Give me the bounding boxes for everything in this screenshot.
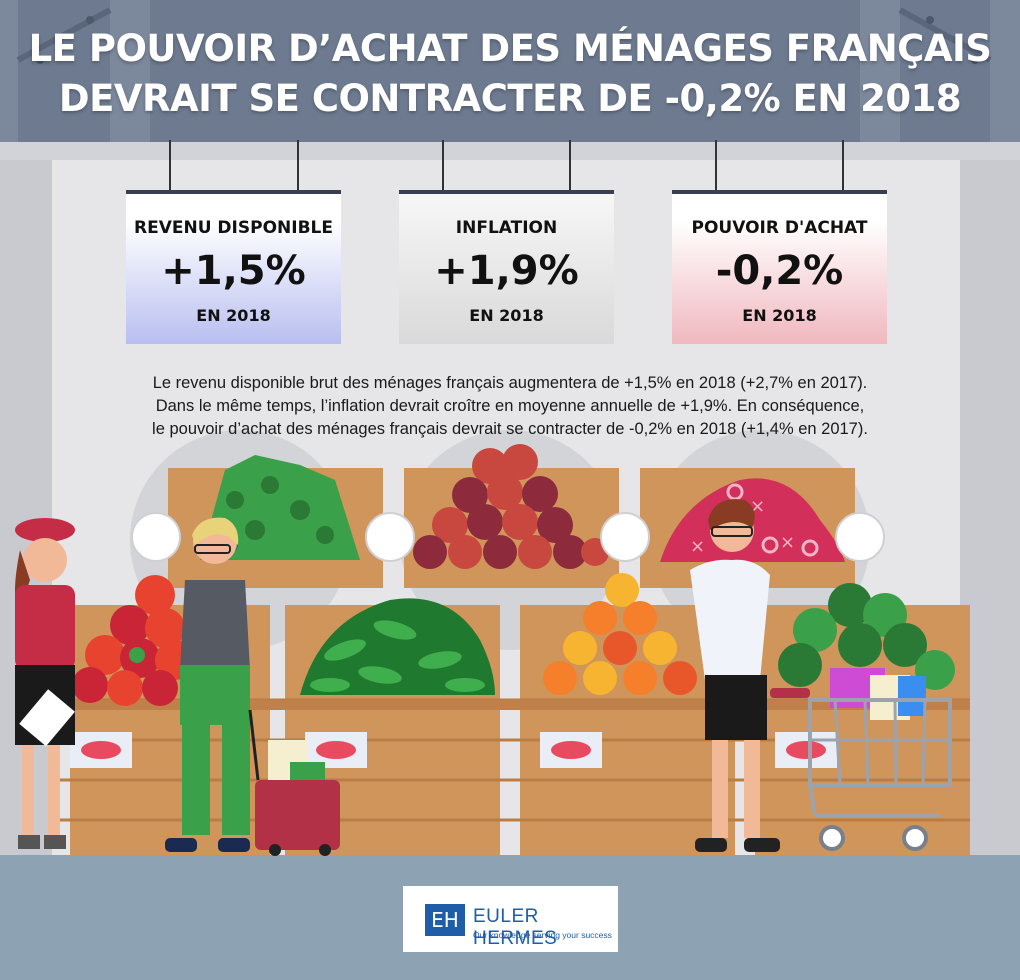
bolt <box>926 16 934 24</box>
title-line-2: DEVRAIT SE CONTRACTER DE -0,2% EN 2018 <box>58 77 962 120</box>
logo-brand-name: EULER HERMES <box>473 906 558 949</box>
page-title: LE POUVOIR D’ACHAT DES MÉNAGES FRANÇAIS … <box>0 24 1020 124</box>
shopping-basket-icon <box>248 709 340 856</box>
ceiling-truss <box>16 7 112 63</box>
stat-year: EN 2018 <box>469 306 544 325</box>
broccoli-pile-icon <box>778 583 955 690</box>
stat-label: REVENU DISPONIBLE <box>134 218 333 238</box>
onion-pile-icon <box>413 444 609 569</box>
green-beans-icon <box>300 598 495 695</box>
ceiling-beam <box>990 0 1020 145</box>
ceiling-beam <box>0 0 18 145</box>
bolt <box>971 56 979 64</box>
stat-year: EN 2018 <box>196 306 271 325</box>
description-paragraph: Le revenu disponible brut des ménages fr… <box>100 372 920 441</box>
tomato-pile-icon <box>72 575 195 706</box>
description-line-3: le pouvoir d’achat des ménages français … <box>152 420 868 438</box>
stat-label: POUVOIR D'ACHAT <box>691 218 868 238</box>
eh-logo-mark: EH <box>425 904 465 936</box>
logo-tagline: Our knowledge serving your success <box>473 930 612 940</box>
description-line-1: Le revenu disponible brut des ménages fr… <box>152 374 868 392</box>
stat-value: -0,2% <box>715 248 844 294</box>
bolt <box>36 56 44 64</box>
bolt <box>86 16 94 24</box>
stat-card-pouvoir-achat: POUVOIR D'ACHAT -0,2% EN 2018 <box>672 190 887 344</box>
title-line-1: LE POUVOIR D’ACHAT DES MÉNAGES FRANÇAIS <box>28 27 992 70</box>
leafy-vegetables-icon <box>200 455 360 560</box>
sign-wires <box>169 140 844 192</box>
top-rail <box>0 142 1020 160</box>
ceiling-truss <box>898 7 992 63</box>
shopping-cart-icon <box>770 668 952 851</box>
stat-card-revenu-disponible: REVENU DISPONIBLE +1,5% EN 2018 <box>126 190 341 344</box>
header-background <box>0 0 1020 145</box>
price-tag-icon <box>131 512 885 562</box>
stat-value: +1,9% <box>434 248 579 294</box>
stat-value: +1,5% <box>161 248 306 294</box>
svg-text:×: × <box>690 536 705 557</box>
description-line-2: Dans le même temps, l’inflation devrait … <box>155 397 865 415</box>
stat-card-inflation: INFLATION +1,9% EN 2018 <box>399 190 614 344</box>
ceiling-beam <box>110 0 150 145</box>
woman-shopper-figure-icon <box>129 517 250 852</box>
stat-label: INFLATION <box>455 218 558 238</box>
cashier-figure-icon <box>15 518 75 849</box>
crate-base <box>50 700 970 710</box>
orange-pile-icon <box>543 573 697 695</box>
man-shopper-figure-icon <box>690 499 780 852</box>
svg-text:×: × <box>780 532 795 553</box>
stat-year: EN 2018 <box>742 306 817 325</box>
ceiling-beam <box>860 0 900 145</box>
euler-hermes-logo: EH EULER HERMES Our knowledge serving yo… <box>403 886 618 952</box>
